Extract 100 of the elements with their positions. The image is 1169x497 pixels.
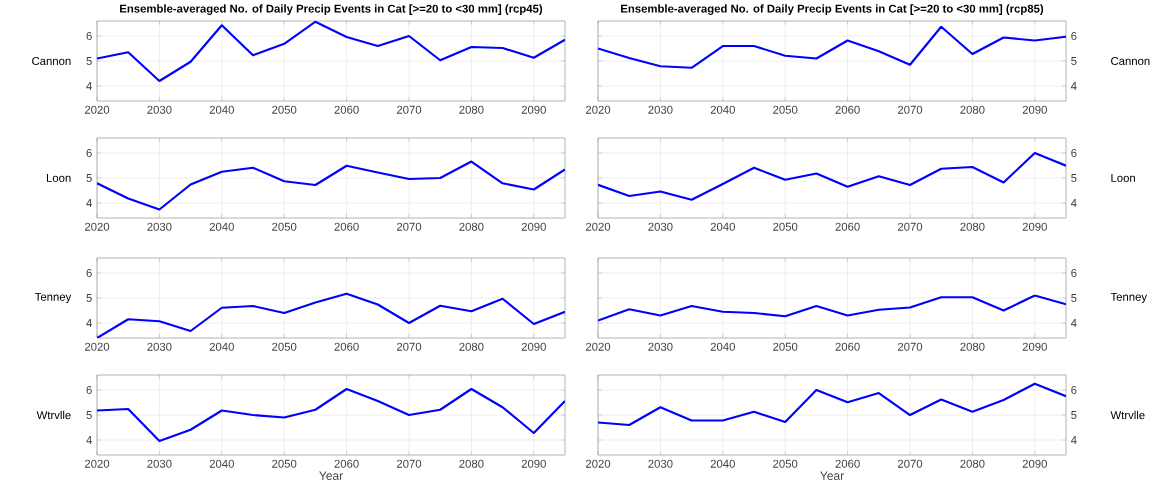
x-tick-label: 2080: [459, 342, 484, 351]
y-axis-title: Loon: [1111, 174, 1135, 182]
y-tick-label: 5: [86, 411, 92, 419]
x-tick-label: 2030: [648, 342, 673, 351]
x-tick-label: 2040: [209, 459, 234, 468]
y-tick-label: 4: [86, 436, 92, 444]
x-tick-label: 2050: [272, 105, 297, 114]
y-tick-label: 5: [1071, 411, 1077, 419]
line-series: [97, 292, 565, 339]
x-tick-label: 2040: [209, 222, 234, 231]
x-tick-label: 2060: [334, 342, 359, 351]
y-tick-label: 4: [1070, 199, 1077, 207]
x-tick-label: 2060: [334, 459, 359, 468]
x-tick-label: 2050: [272, 342, 297, 351]
y-axis-title: Cannon: [1111, 57, 1150, 66]
x-tick-label: 2090: [1022, 222, 1047, 231]
x-tick-label: 2080: [459, 105, 484, 114]
chart-title: Ensemble-averaged No. of Daily Precip Events in Cat [>=20 to <30 mm] (rcp85): [621, 4, 1044, 15]
y-tick-label: 4: [86, 82, 92, 90]
x-axis-title: Year: [820, 471, 844, 480]
x-tick-label: 2040: [710, 459, 735, 468]
x-tick-label: 2090: [1022, 459, 1047, 468]
x-tick-label: 2020: [585, 222, 611, 231]
y-tick-label: 6: [1071, 386, 1077, 395]
y-tick-label: 5: [86, 57, 92, 65]
y-tick-label: 5: [1071, 57, 1077, 65]
line-series: [598, 382, 1066, 427]
line-series: [97, 160, 565, 211]
x-tick-label: 2030: [648, 222, 673, 231]
x-tick-label: 2020: [585, 105, 611, 114]
x-tick-label: 2080: [960, 222, 985, 231]
y-tick-label: 4: [86, 199, 92, 207]
y-axis-title: Wtrvlle: [36, 410, 71, 420]
x-tick-label: 2090: [1022, 342, 1047, 351]
x-tick-label: 2030: [147, 105, 172, 114]
x-tick-label: 2020: [84, 342, 110, 351]
x-tick-label: 2070: [897, 105, 923, 114]
x-tick-label: 2030: [147, 222, 172, 231]
x-tick-label: 2020: [84, 459, 110, 468]
x-tick-label: 2020: [84, 105, 110, 114]
y-tick-label: 4: [1070, 319, 1077, 327]
line-series: [97, 21, 565, 83]
y-tick-label: 4: [86, 319, 92, 327]
x-tick-label: 2050: [773, 105, 798, 114]
y-tick-label: 6: [86, 269, 92, 278]
x-tick-label: 2070: [897, 342, 923, 351]
x-tick-label: 2020: [585, 342, 611, 351]
line-series: [598, 25, 1066, 69]
x-tick-label: 2060: [835, 222, 860, 231]
y-axis-title: Cannon: [32, 57, 71, 66]
y-tick-label: 5: [1071, 174, 1077, 182]
x-tick-label: 2040: [710, 342, 735, 351]
x-tick-label: 2050: [773, 342, 798, 351]
x-tick-label: 2030: [147, 459, 172, 468]
x-tick-label: 2080: [960, 342, 985, 351]
x-tick-label: 2050: [272, 222, 297, 231]
x-tick-label: 2080: [459, 459, 484, 468]
x-tick-label: 2050: [773, 459, 798, 468]
x-tick-label: 2020: [585, 459, 611, 468]
y-tick-label: 6: [1071, 149, 1077, 158]
line-series: [598, 294, 1066, 322]
x-tick-label: 2090: [521, 342, 546, 351]
x-tick-label: 2040: [710, 222, 735, 231]
x-axis-title: Year: [319, 471, 343, 480]
y-tick-label: 6: [1071, 269, 1077, 278]
y-tick-label: 6: [86, 32, 92, 41]
chart-title: Ensemble-averaged No. of Daily Precip Events in Cat [>=20 to <30 mm] (rcp45): [120, 4, 543, 15]
y-tick-label: 5: [86, 174, 92, 182]
x-tick-label: 2090: [521, 105, 546, 114]
y-tick-label: 6: [86, 149, 92, 158]
x-tick-label: 2070: [396, 105, 422, 114]
x-tick-label: 2090: [521, 459, 546, 468]
x-tick-label: 2080: [960, 459, 985, 468]
x-tick-label: 2050: [773, 222, 798, 231]
x-tick-label: 2030: [648, 105, 673, 114]
x-tick-label: 2060: [334, 105, 359, 114]
x-tick-label: 2070: [897, 222, 923, 231]
x-tick-label: 2040: [710, 105, 735, 114]
y-axis-title: Loon: [46, 174, 71, 182]
x-tick-label: 2060: [835, 342, 860, 351]
x-tick-label: 2060: [835, 459, 860, 468]
x-tick-label: 2060: [334, 222, 359, 231]
x-tick-label: 2040: [209, 342, 234, 351]
x-tick-label: 2030: [147, 342, 172, 351]
y-axis-title: Tenney: [34, 292, 72, 304]
y-tick-label: 4: [1070, 82, 1077, 90]
x-tick-label: 2070: [897, 459, 923, 468]
x-tick-label: 2030: [648, 459, 673, 468]
x-tick-label: 2070: [396, 342, 422, 351]
x-tick-label: 2090: [1022, 105, 1047, 114]
y-axis-title: Tenney: [1110, 292, 1148, 304]
y-tick-label: 6: [1071, 32, 1077, 41]
x-tick-label: 2020: [84, 222, 110, 231]
x-tick-label: 2070: [396, 222, 422, 231]
x-tick-label: 2080: [960, 105, 985, 114]
x-tick-label: 2040: [209, 105, 234, 114]
x-tick-label: 2070: [396, 459, 422, 468]
y-tick-label: 4: [1070, 436, 1077, 444]
x-tick-label: 2050: [272, 459, 297, 468]
x-tick-label: 2080: [459, 222, 484, 231]
